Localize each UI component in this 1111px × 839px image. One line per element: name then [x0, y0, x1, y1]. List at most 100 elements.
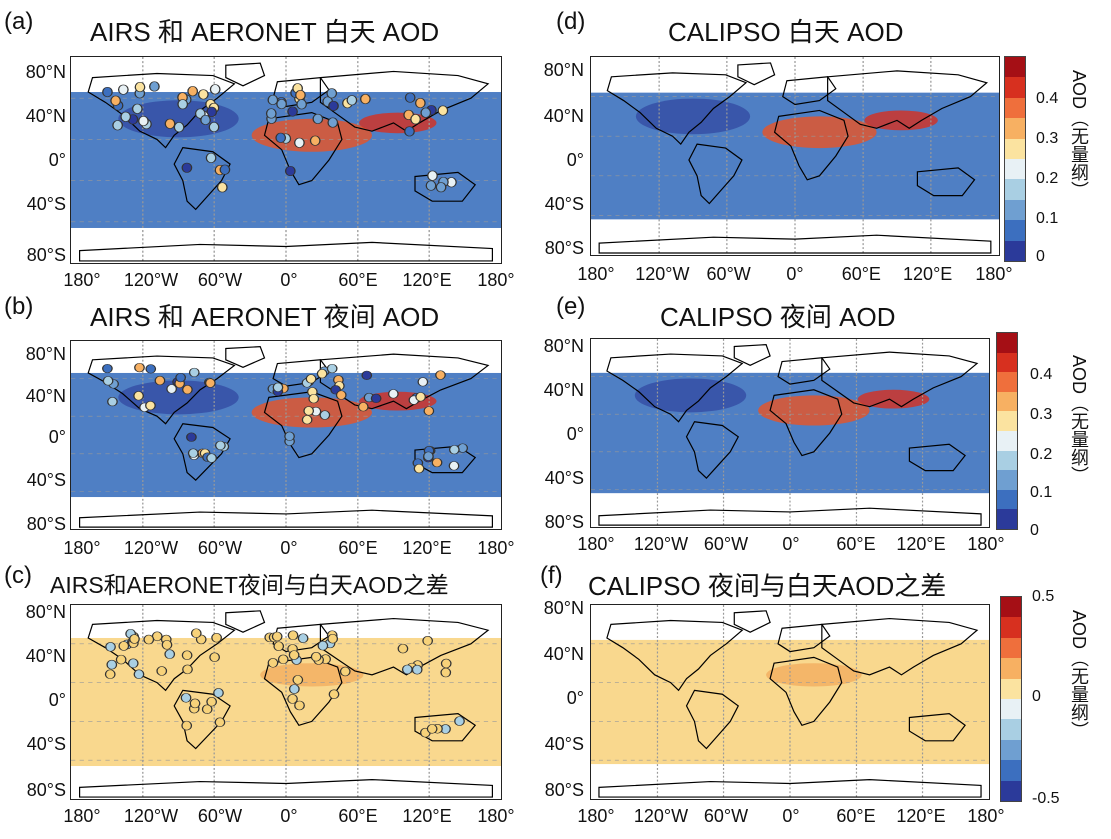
- map-canvas: [591, 57, 999, 255]
- map-canvas: [591, 339, 989, 527]
- colorbar-swatch: [1005, 158, 1025, 180]
- aeronet-station-marker: [107, 397, 118, 407]
- aeronet-station-marker: [370, 393, 382, 404]
- aeronet-station-marker: [295, 90, 306, 101]
- aeronet-station-marker: [161, 640, 173, 650]
- aeronet-station-marker: [265, 108, 277, 119]
- aeronet-station-marker: [316, 369, 328, 379]
- coastline-australia: [415, 172, 475, 201]
- latitude-tick-label: 40°N: [543, 644, 584, 664]
- longitude-tick-label: 120°E: [896, 534, 946, 554]
- aeronet-station-marker: [361, 370, 373, 380]
- coastline-north-america: [607, 73, 746, 144]
- aeronet-station-marker: [275, 132, 287, 143]
- aeronet-station-marker: [414, 97, 426, 109]
- latitude-tick-label: 80°N: [543, 598, 584, 618]
- aeronet-station-marker: [138, 115, 149, 127]
- colorbar-tick-label: 0: [1036, 248, 1045, 265]
- aeronet-station-marker: [360, 93, 371, 105]
- panel-letter: (a): [4, 8, 34, 35]
- colorbar-calipso-day: [1004, 56, 1026, 262]
- longitude-tick-label: 60°W: [703, 534, 749, 554]
- colorbar-swatch: [997, 430, 1017, 451]
- latitude-tick-label: 40°N: [543, 106, 584, 126]
- aeronet-station-marker: [106, 659, 118, 670]
- latitude-tick-label: 80°N: [543, 60, 584, 80]
- latitude-tick-label: 80°S: [544, 512, 584, 532]
- colorbar-swatch: [997, 352, 1017, 373]
- map-canvas: [71, 341, 501, 529]
- aeronet-station-marker: [305, 374, 317, 384]
- longitude-tick-label: 60°W: [197, 270, 243, 290]
- longitude-tick-label: 180°: [967, 806, 1005, 826]
- map-canvas: [591, 605, 989, 799]
- latitude-tick-label: 0°: [48, 150, 66, 170]
- aeronet-station-marker: [271, 631, 283, 642]
- aeronet-station-marker: [404, 92, 416, 103]
- coastline-north-america: [607, 621, 742, 691]
- latitude-tick-label: 40°S: [544, 468, 584, 488]
- longitude-tick-label: 180°: [63, 806, 101, 826]
- aeronet-station-marker: [131, 103, 143, 114]
- coastline-south-america: [174, 148, 230, 210]
- longitude-tick-label: 120°W: [123, 538, 179, 558]
- latitude-tick-label: 40°S: [26, 194, 66, 214]
- asia-aod-region: [864, 110, 938, 131]
- colorbar-swatch: [1005, 118, 1025, 139]
- longitude-tick-label: 60°E: [338, 806, 378, 826]
- longitude-tick-label: 0°: [782, 534, 800, 554]
- panel-title: CALIPSO 夜间与白天AOD之差: [588, 571, 947, 601]
- aeronet-station-marker: [287, 630, 299, 641]
- aeronet-station-marker: [425, 180, 437, 191]
- latitude-tick-label: 40°S: [544, 194, 584, 214]
- colorbar-swatch: [1001, 617, 1021, 638]
- colorbar-swatch: [997, 450, 1017, 471]
- aeronet-station-marker: [287, 694, 298, 704]
- coastline-australia: [909, 444, 965, 470]
- aeronet-station-marker: [173, 122, 185, 133]
- aeronet-station-marker: [145, 401, 156, 411]
- aeronet-station-marker: [277, 654, 289, 665]
- longitude-tick-label: 180°: [477, 538, 515, 558]
- panel-title: AIRS和AERONET夜间与白天AOD之差: [50, 572, 449, 598]
- aeronet-station-marker: [120, 111, 132, 122]
- colorbar-swatch: [997, 509, 1017, 529]
- dust-aod-region: [758, 395, 870, 426]
- coastline-africa: [775, 110, 848, 179]
- aeronet-station-marker: [134, 82, 146, 93]
- panel-letter: (d): [556, 8, 586, 35]
- latitude-tick-label: 80°N: [25, 602, 66, 622]
- colorbar-swatch: [1005, 57, 1025, 78]
- aeronet-station-marker: [397, 643, 409, 654]
- aeronet-station-marker: [288, 684, 300, 694]
- dust-aod-region: [762, 116, 877, 149]
- aeronet-station-marker: [117, 84, 129, 95]
- longitude-tick-label: 120°E: [402, 538, 452, 558]
- aeronet-station-marker: [328, 689, 340, 699]
- aeronet-station-marker: [166, 384, 177, 394]
- low-aod-region: [635, 98, 751, 135]
- aeronet-station-marker: [187, 448, 199, 458]
- colorbar-swatch: [1001, 597, 1021, 618]
- panel-title: CALIPSO 白天 AOD: [668, 17, 904, 47]
- aeronet-station-marker: [440, 667, 452, 678]
- latitude-tick-label: 40°S: [26, 470, 66, 490]
- aeronet-station-marker: [357, 402, 369, 412]
- longitude-tick-label: 120°W: [123, 270, 179, 290]
- coastline-greenland: [734, 345, 770, 366]
- colorbar-swatch: [1005, 179, 1025, 200]
- map-calipso-night: [590, 338, 990, 528]
- aeronet-station-marker: [188, 367, 200, 378]
- coastline-asia: [822, 619, 977, 675]
- colorbar-swatch: [997, 411, 1017, 431]
- longitude-tick-label: 180°: [577, 264, 615, 284]
- aeronet-station-marker: [164, 118, 176, 129]
- latitude-tick-label: 40°N: [25, 646, 66, 666]
- latitude-tick-label: 80°S: [544, 780, 584, 800]
- aeronet-station-marker: [426, 724, 438, 734]
- coastline-greenland: [226, 611, 265, 632]
- aeronet-station-marker: [134, 362, 145, 373]
- aeronet-station-marker: [287, 106, 298, 117]
- aeronet-station-marker: [110, 95, 122, 106]
- aeronet-station-marker: [417, 377, 429, 387]
